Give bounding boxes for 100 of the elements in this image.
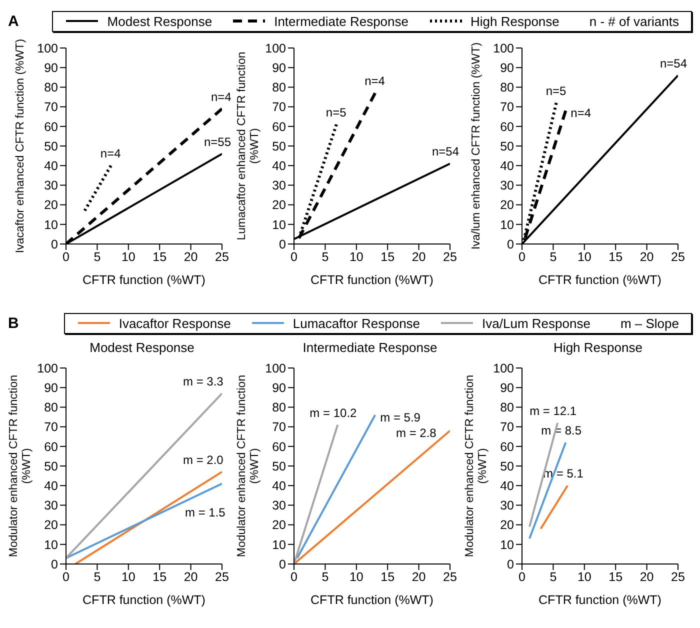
- legend-label: Lumacaftor Response: [292, 316, 420, 330]
- y-tick-label: 80: [500, 80, 514, 95]
- annotation: n=4: [570, 106, 592, 120]
- text: B: [8, 314, 20, 332]
- y-tick-label: 40: [44, 479, 58, 494]
- y-tick-label: 70: [44, 420, 58, 434]
- y-tick-label: 50: [44, 459, 58, 474]
- x-tick-label: 10: [121, 250, 136, 264]
- y-tick-label: 90: [272, 61, 286, 76]
- y-tick-label: 100: [265, 41, 286, 56]
- legend-label: High Response: [470, 14, 560, 28]
- y-tick-label: 80: [272, 400, 286, 415]
- y-tick-label: 20: [44, 518, 58, 532]
- y-tick-label: 10: [44, 538, 58, 552]
- x-tick-label: 15: [152, 570, 167, 584]
- annotation: m = 2.0: [183, 452, 224, 467]
- y-tick-label: 100: [265, 361, 286, 376]
- y-tick-label: 40: [500, 479, 514, 494]
- y-tick-label: 0: [279, 237, 286, 252]
- y-tick-label: 20: [44, 198, 58, 212]
- annotation: n=4: [364, 74, 386, 88]
- x-tick-label: 0: [290, 250, 298, 264]
- y-tick-label: 40: [44, 159, 58, 174]
- y-tick-label: 60: [500, 440, 514, 454]
- x-tick-label: 0: [518, 250, 526, 264]
- x-tick-label: 10: [577, 250, 592, 264]
- x-axis-title: CFTR function (%WT): [538, 593, 662, 607]
- x-tick-label: 10: [349, 570, 364, 584]
- annotation: m = 12.1: [530, 404, 577, 418]
- y-tick-label: 60: [272, 120, 286, 134]
- y-tick-label: 80: [44, 400, 58, 415]
- x-tick-label: 5: [322, 570, 329, 584]
- x-axis-title: CFTR function (%WT): [310, 273, 434, 287]
- y-tick-label: 30: [44, 498, 58, 513]
- annotation: m = 5.9: [380, 410, 421, 425]
- y-tick-label: 80: [500, 400, 514, 415]
- x-tick-label: 5: [550, 570, 557, 584]
- y-tick-label: 30: [272, 498, 286, 513]
- x-axis-title: CFTR function (%WT): [82, 593, 206, 607]
- y-tick-label: 0: [507, 557, 514, 572]
- y-tick-label: 50: [500, 459, 514, 474]
- y-tick-label: 100: [37, 361, 58, 376]
- x-tick-label: 20: [640, 570, 654, 584]
- y-tick-label: 10: [44, 218, 58, 232]
- y-tick-label: 90: [272, 381, 286, 396]
- x-tick-label: 15: [380, 250, 395, 264]
- y-axis-title: Modulator enhanced CFTR function (%WT): [464, 374, 490, 560]
- x-tick-label: 5: [322, 250, 329, 264]
- chart-title: Modest Response: [88, 340, 196, 357]
- y-tick-label: 100: [493, 361, 514, 376]
- y-axis-title: Modulator enhanced CFTR function (%WT): [236, 374, 262, 560]
- x-tick-label: 0: [290, 570, 298, 584]
- y-tick-label: 40: [272, 479, 286, 494]
- y-tick-label: 20: [272, 198, 286, 212]
- x-tick-label: 20: [184, 250, 198, 264]
- x-tick-label: 25: [443, 570, 457, 584]
- y-tick-label: 80: [44, 80, 58, 95]
- chart-title: High Response: [552, 340, 644, 357]
- x-tick-label: 5: [94, 250, 101, 264]
- y-tick-label: 40: [272, 159, 286, 174]
- x-tick-label: 20: [412, 570, 426, 584]
- annotation: n=5: [326, 105, 347, 120]
- x-axis-title: CFTR function (%WT): [538, 273, 662, 287]
- y-tick-label: 10: [272, 538, 286, 552]
- y-tick-label: 0: [279, 557, 286, 572]
- annotation: n=5: [546, 84, 566, 98]
- y-tick-label: 10: [500, 218, 514, 232]
- x-tick-label: 10: [121, 570, 136, 584]
- chart-title: Intermediate Response: [302, 340, 438, 357]
- annotation: n=55: [204, 134, 232, 149]
- y-tick-label: 20: [500, 518, 514, 532]
- y-tick-label: 70: [500, 420, 514, 434]
- y-axis-title: Iva/lum enhanced CFTR function (%WT): [470, 41, 484, 252]
- legend-label: Iva/Lum Response: [482, 316, 590, 330]
- y-tick-label: 90: [500, 381, 514, 396]
- y-tick-label: 50: [272, 459, 286, 474]
- y-tick-label: 100: [37, 41, 58, 56]
- y-tick-label: 100: [493, 41, 514, 56]
- x-axis-title: CFTR function (%WT): [82, 273, 206, 287]
- y-tick-label: 60: [500, 120, 514, 134]
- y-tick-label: 90: [500, 61, 514, 76]
- y-tick-label: 20: [272, 518, 286, 532]
- legend-label: Modest Response: [107, 14, 212, 28]
- x-tick-label: 25: [671, 250, 685, 264]
- y-tick-label: 70: [44, 100, 58, 114]
- y-tick-label: 70: [500, 100, 514, 114]
- x-tick-label: 0: [518, 570, 526, 584]
- y-tick-label: 90: [44, 61, 58, 76]
- annotation: n=54: [432, 144, 460, 159]
- annotation: m = 1.5: [185, 506, 226, 520]
- x-tick-label: 25: [443, 250, 457, 264]
- y-tick-label: 0: [507, 237, 514, 252]
- x-tick-label: 15: [152, 250, 167, 264]
- x-tick-label: 5: [550, 250, 557, 264]
- x-tick-label: 15: [608, 570, 623, 584]
- y-tick-label: 30: [44, 178, 58, 193]
- x-tick-label: 25: [215, 570, 229, 584]
- legend-label: Intermediate Response: [274, 14, 408, 28]
- y-axis-title: Modulator enhanced CFTR function (%WT): [8, 374, 34, 560]
- legend-label: Ivacaftor Response: [118, 316, 231, 330]
